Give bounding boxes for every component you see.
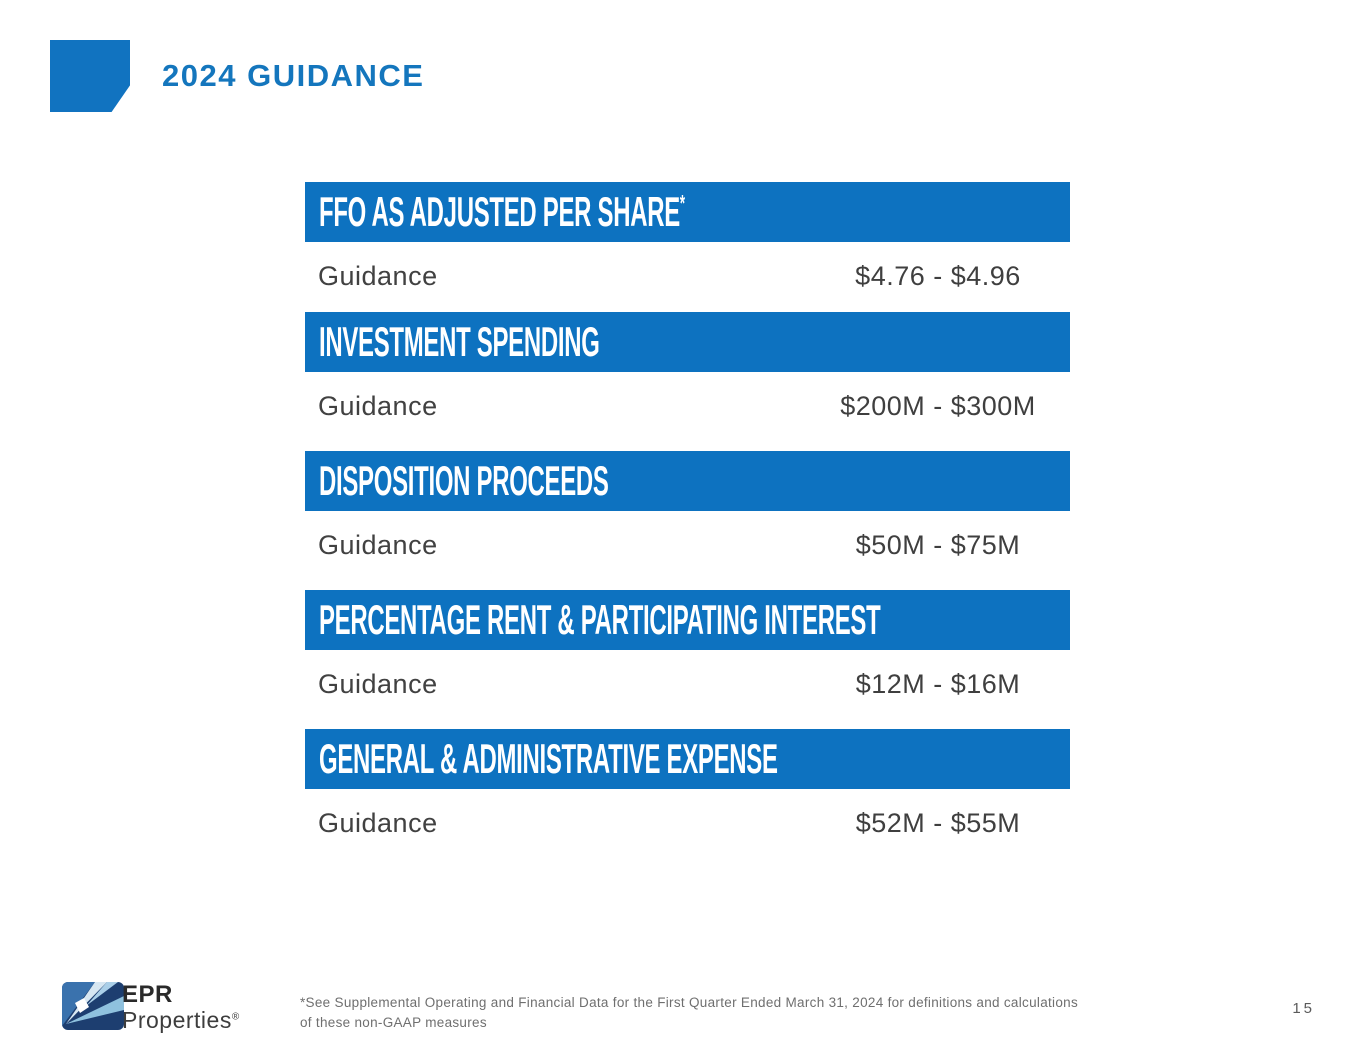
section-heading-text: GENERAL & ADMINISTRATIVE EXPENSE [319, 735, 778, 782]
guidance-row: Guidance $50M - $75M [305, 525, 1070, 565]
guidance-row: Guidance $4.76 - $4.96 [305, 256, 1070, 296]
guidance-row: Guidance $200M - $300M [305, 386, 1070, 426]
footnote: *See Supplemental Operating and Financia… [300, 995, 1079, 1030]
guidance-sections: FFO AS ADJUSTED PER SHARE* Guidance $4.7… [305, 182, 1070, 868]
guidance-label: Guidance [318, 260, 438, 291]
section-banner: PERCENTAGE RENT & PARTICIPATING INTEREST [305, 590, 1070, 650]
section-heading: FFO AS ADJUSTED PER SHARE* [319, 188, 685, 236]
epr-properties-logo-icon [62, 982, 124, 1030]
logo-text-secondary-label: Properties [122, 1007, 232, 1034]
section-heading-text: INVESTMENT SPENDING [319, 318, 600, 365]
guidance-value: $50M - $75M [855, 529, 1021, 560]
section-heading-text: FFO AS ADJUSTED PER SHARE [319, 188, 680, 235]
footnote-asterisk: * [679, 190, 685, 216]
guidance-value: $12M - $16M [855, 668, 1021, 699]
guidance-label: Guidance [318, 529, 438, 560]
logo-text-primary: EPR [122, 981, 173, 1008]
header-accent-square-icon [50, 40, 130, 112]
guidance-label: Guidance [318, 390, 438, 421]
guidance-value: $200M - $300M [840, 390, 1036, 421]
section-banner: GENERAL & ADMINISTRATIVE EXPENSE [305, 729, 1070, 789]
logo-wordmark: EPR Properties® [122, 981, 240, 1034]
section-investment-spending: INVESTMENT SPENDING Guidance $200M - $30… [305, 312, 1070, 426]
guidance-row: Guidance $12M - $16M [305, 664, 1070, 704]
section-heading-text: DISPOSITION PROCEEDS [319, 457, 609, 504]
guidance-value: $4.76 - $4.96 [855, 260, 1021, 291]
section-heading-text: PERCENTAGE RENT & PARTICIPATING INTEREST [319, 596, 881, 643]
section-percentage-rent: PERCENTAGE RENT & PARTICIPATING INTEREST… [305, 590, 1070, 704]
guidance-label: Guidance [318, 807, 438, 838]
section-general-admin: GENERAL & ADMINISTRATIVE EXPENSE Guidanc… [305, 729, 1070, 843]
section-ffo: FFO AS ADJUSTED PER SHARE* Guidance $4.7… [305, 182, 1070, 296]
section-heading: GENERAL & ADMINISTRATIVE EXPENSE [319, 735, 778, 783]
page-title: 2024 GUIDANCE [162, 58, 425, 93]
section-banner: DISPOSITION PROCEEDS [305, 451, 1070, 511]
guidance-row: Guidance $52M - $55M [305, 803, 1070, 843]
page-number: 15 [1292, 1000, 1315, 1017]
logo-text-secondary: Properties® [122, 1008, 240, 1033]
section-heading: DISPOSITION PROCEEDS [319, 457, 609, 505]
guidance-value: $52M - $55M [855, 807, 1021, 838]
section-banner: FFO AS ADJUSTED PER SHARE* [305, 182, 1070, 242]
section-heading: PERCENTAGE RENT & PARTICIPATING INTEREST [319, 596, 881, 644]
section-disposition-proceeds: DISPOSITION PROCEEDS Guidance $50M - $75… [305, 451, 1070, 565]
registered-mark: ® [231, 1011, 240, 1023]
guidance-label: Guidance [318, 668, 438, 699]
section-heading: INVESTMENT SPENDING [319, 318, 600, 366]
section-banner: INVESTMENT SPENDING [305, 312, 1070, 372]
